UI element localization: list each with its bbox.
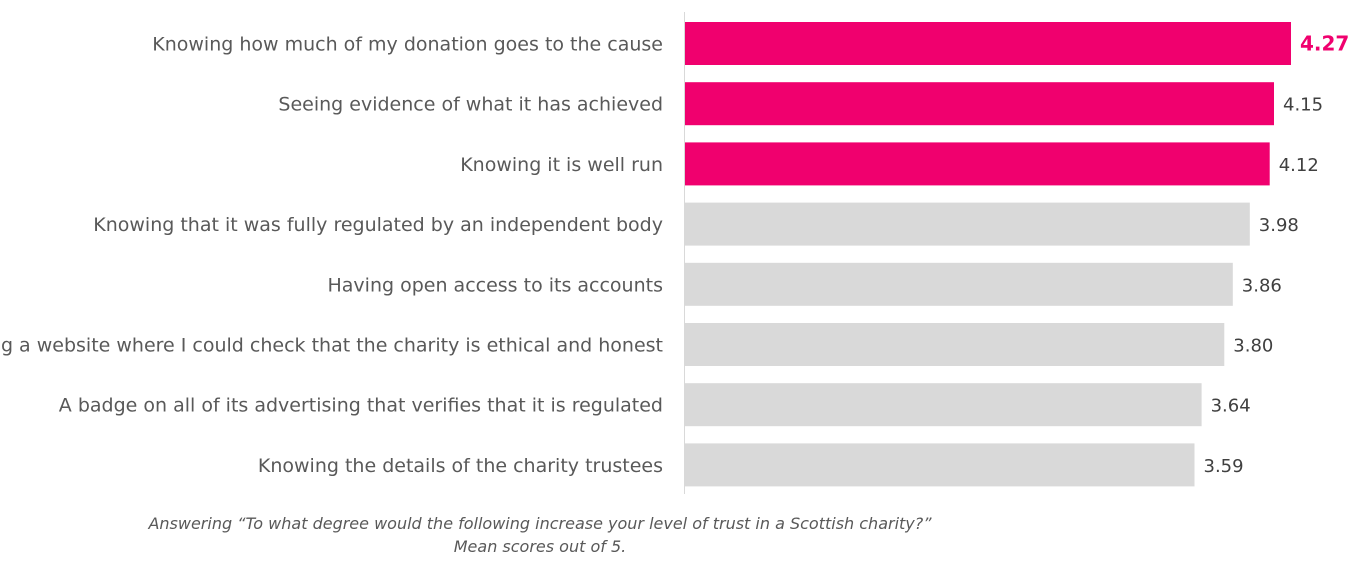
chart-caption-note: Mean scores out of 5. (453, 537, 627, 556)
value-label-5: 3.86 (1242, 275, 1282, 296)
bar-7 (685, 383, 1202, 427)
value-label-7: 3.64 (1211, 396, 1251, 417)
bar-3 (685, 142, 1270, 186)
value-labels-group: 4.27 4.15 4.12 3.98 3.86 3.80 3.64 3.59 (1204, 32, 1350, 477)
bar-4 (685, 202, 1250, 246)
horizontal-bar-chart: Knowing how much of my donation goes to … (0, 12, 1350, 494)
category-label-3: Knowing it is well run (460, 154, 663, 176)
value-label-2: 4.15 (1283, 95, 1323, 116)
bar-1 (685, 22, 1291, 65)
bar-6 (685, 323, 1225, 366)
bars-group (685, 22, 1291, 487)
category-label-5: Having open access to its accounts (328, 274, 664, 296)
bar-2 (685, 82, 1274, 126)
category-label-6: Having a website where I could check tha… (0, 335, 663, 357)
value-label-4: 3.98 (1259, 215, 1299, 236)
bar-5 (685, 262, 1233, 306)
chart-caption-question: Answering “To what degree would the foll… (148, 514, 932, 533)
bar-8 (685, 443, 1195, 487)
value-label-8: 3.59 (1204, 456, 1244, 477)
category-label-7: A badge on all of its advertising that v… (59, 395, 663, 417)
category-labels-group: Knowing how much of my donation goes to … (0, 34, 663, 477)
category-label-2: Seeing evidence of what it has achieved (278, 94, 663, 116)
category-label-1: Knowing how much of my donation goes to … (152, 34, 663, 56)
value-label-1: 4.27 (1300, 32, 1349, 56)
category-label-4: Knowing that it was fully regulated by a… (93, 214, 663, 236)
value-label-6: 3.80 (1233, 336, 1273, 357)
value-label-3: 4.12 (1279, 155, 1319, 176)
category-label-8: Knowing the details of the charity trust… (258, 455, 663, 477)
